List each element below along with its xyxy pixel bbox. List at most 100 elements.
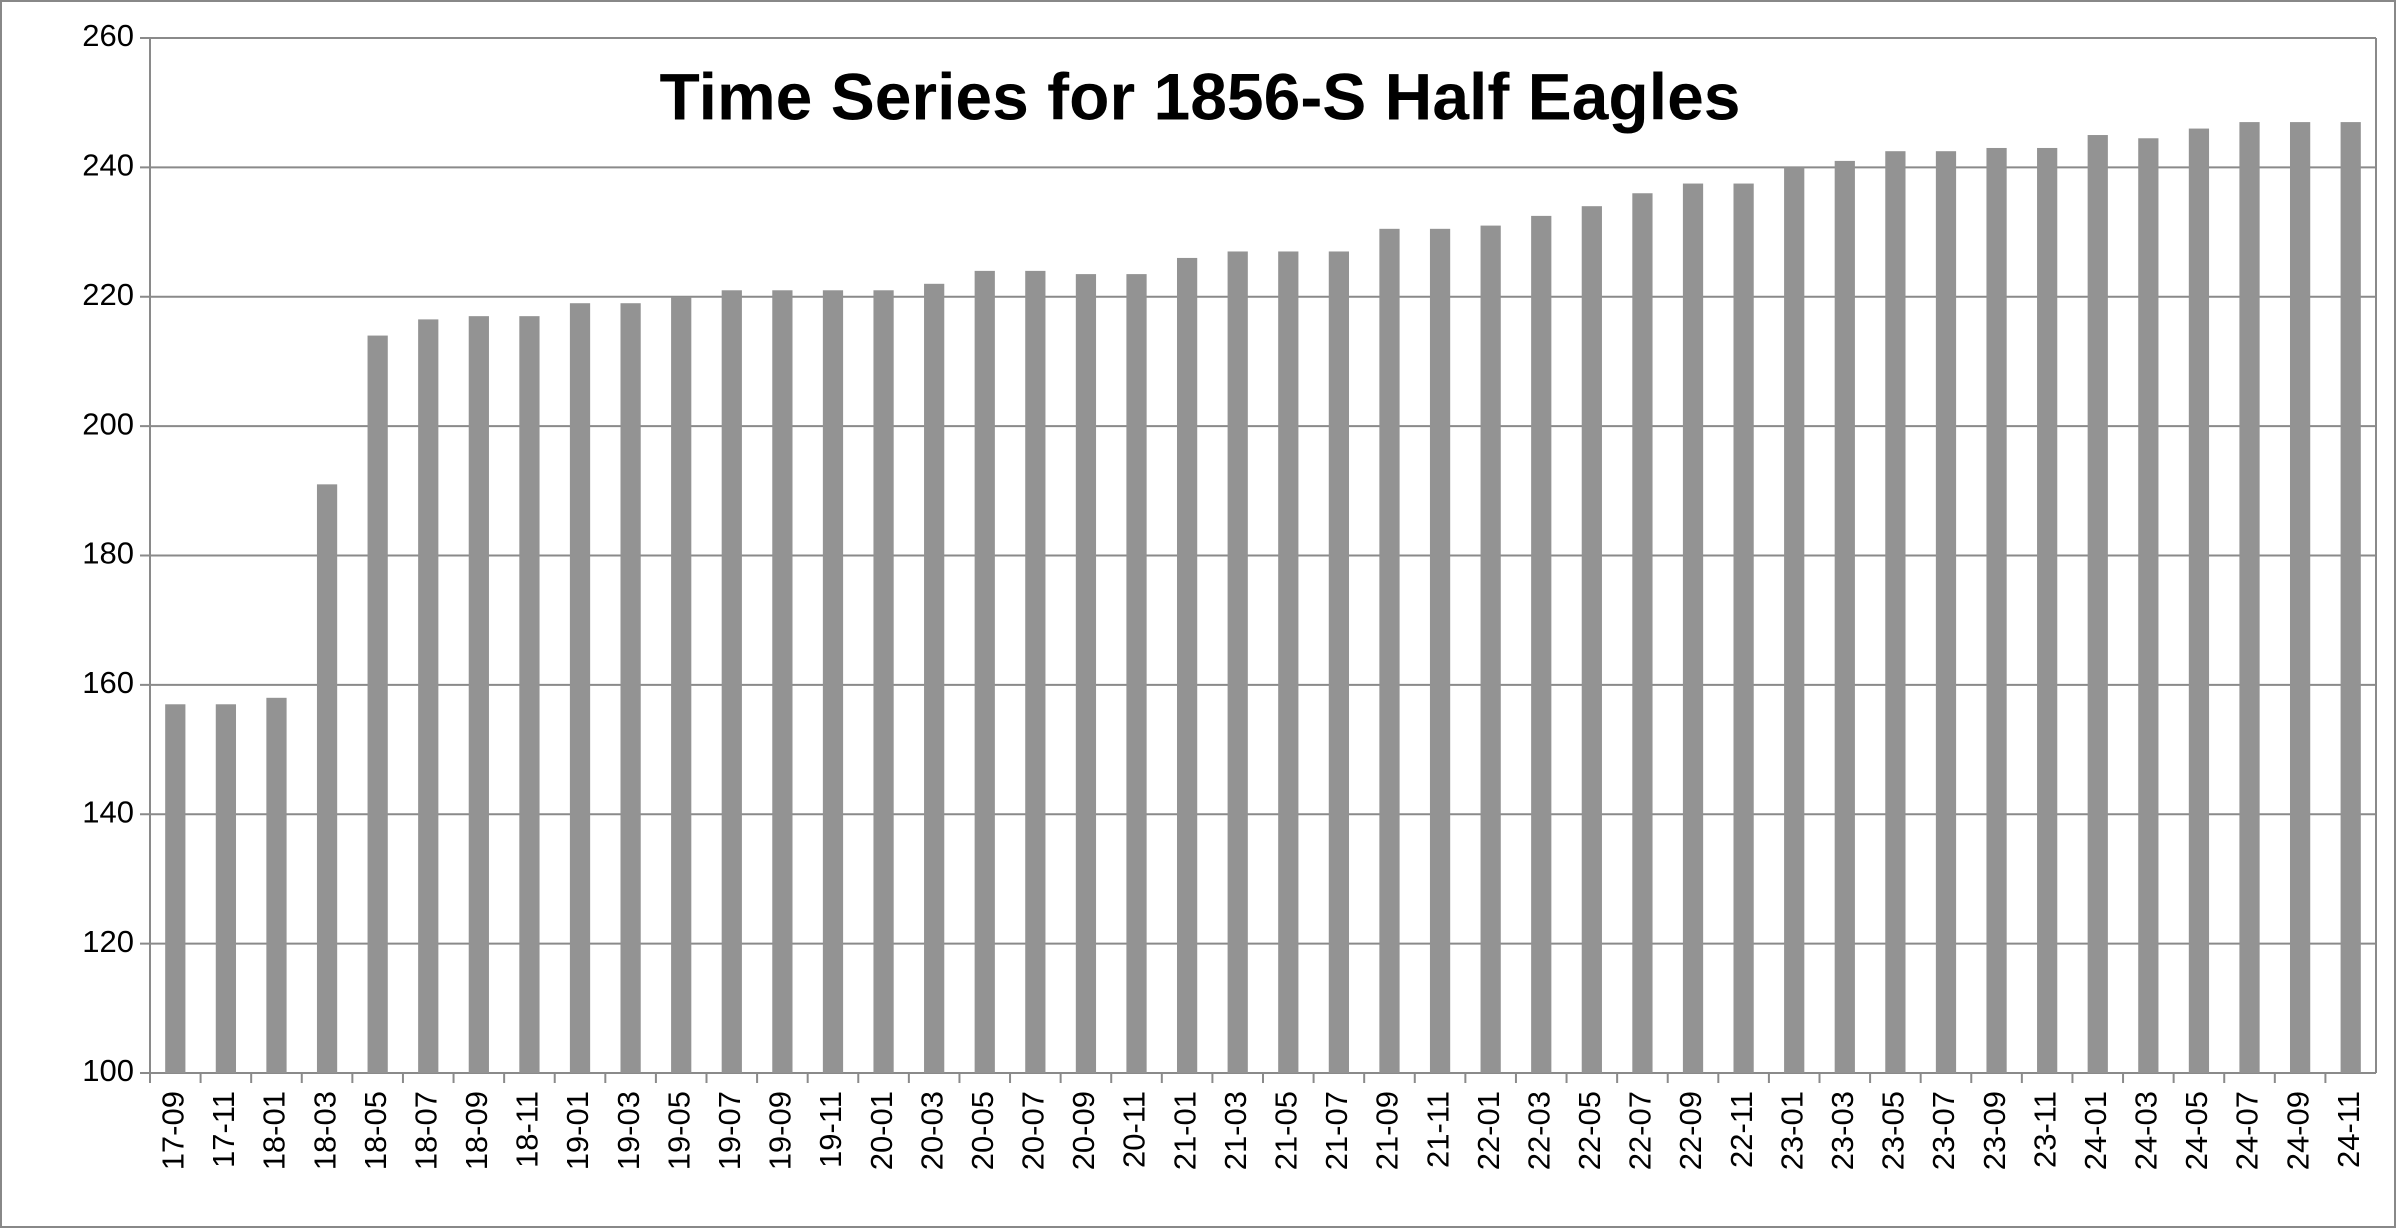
x-tick-label: 23-05 <box>1876 1091 1911 1170</box>
bar <box>1379 228 1400 1073</box>
x-tick-label: 22-11 <box>1724 1091 1759 1168</box>
y-tick-label: 240 <box>82 148 134 183</box>
bar <box>2289 122 2311 1073</box>
y-tick-label: 200 <box>82 406 134 441</box>
bar <box>974 270 995 1073</box>
bar <box>2188 128 2210 1073</box>
x-tick-label: 19-11 <box>813 1091 848 1168</box>
x-tick-label: 20-05 <box>965 1091 1000 1170</box>
bar <box>1328 251 1350 1073</box>
x-tick-label: 19-03 <box>611 1091 646 1170</box>
x-tick-label: 24-09 <box>2280 1091 2315 1170</box>
x-tick-label: 24-07 <box>2230 1091 2265 1170</box>
bar <box>1885 151 1906 1073</box>
x-tick-label: 21-07 <box>1319 1091 1354 1170</box>
bar <box>1682 183 1704 1073</box>
bar <box>468 316 489 1073</box>
x-tick-label: 22-05 <box>1572 1091 1607 1170</box>
x-tick-label: 18-01 <box>257 1091 292 1170</box>
x-tick-label: 22-03 <box>1521 1091 1556 1170</box>
bar <box>367 335 388 1073</box>
bar <box>924 283 945 1073</box>
bar <box>316 484 338 1073</box>
bar <box>165 704 186 1073</box>
x-tick-label: 17-09 <box>155 1091 190 1170</box>
bar <box>2087 135 2108 1073</box>
x-tick-label: 17-11 <box>206 1091 241 1168</box>
x-tick-label: 22-01 <box>1471 1091 1506 1170</box>
bar <box>2138 138 2159 1073</box>
y-tick-label: 260 <box>82 18 134 53</box>
bar <box>1632 193 1653 1073</box>
x-tick-label: 23-09 <box>1977 1091 2012 1170</box>
x-tick-label: 24-03 <box>2129 1091 2164 1170</box>
bar <box>620 303 641 1073</box>
bar <box>1025 270 1046 1073</box>
bar <box>873 290 894 1073</box>
bar <box>2239 122 2260 1073</box>
bar <box>1429 228 1451 1073</box>
bar <box>1278 251 1299 1073</box>
bar <box>721 290 742 1073</box>
bar <box>1733 183 1754 1073</box>
y-tick-label: 120 <box>82 924 134 959</box>
x-tick-label: 18-03 <box>307 1091 342 1170</box>
x-tick-label: 19-05 <box>661 1091 696 1170</box>
bar <box>1227 251 1248 1073</box>
y-tick-label: 180 <box>82 536 134 571</box>
bar <box>1834 160 1855 1073</box>
bar <box>215 704 237 1073</box>
x-tick-label: 20-09 <box>1066 1091 1101 1170</box>
x-tick-label: 24-11 <box>2331 1091 2366 1168</box>
x-tick-label: 18-07 <box>408 1091 443 1170</box>
y-tick-label: 220 <box>82 277 134 312</box>
x-tick-label: 19-09 <box>763 1091 798 1170</box>
bar <box>519 316 540 1073</box>
x-tick-label: 20-01 <box>864 1091 899 1170</box>
y-tick-label: 100 <box>82 1053 134 1088</box>
chart-title: Time Series for 1856-S Half Eagles <box>660 59 1741 133</box>
bar <box>772 290 793 1073</box>
y-tick-label: 140 <box>82 794 134 829</box>
x-tick-label: 21-05 <box>1268 1091 1303 1170</box>
x-tick-label: 24-05 <box>2179 1091 2214 1170</box>
x-tick-label: 20-03 <box>914 1091 949 1170</box>
x-tick-label: 19-01 <box>560 1091 595 1170</box>
bar <box>1075 274 1097 1073</box>
bar <box>1531 215 1552 1073</box>
x-tick-label: 23-07 <box>1926 1091 1961 1170</box>
bar <box>1480 225 1501 1073</box>
x-tick-label: 21-01 <box>1167 1091 1202 1170</box>
x-tick-label: 23-11 <box>2027 1091 2062 1168</box>
bar <box>1176 257 1198 1073</box>
x-tick-label: 24-01 <box>2078 1091 2113 1170</box>
x-tick-label: 20-11 <box>1117 1091 1152 1168</box>
x-tick-label: 19-07 <box>712 1091 747 1170</box>
bar <box>569 303 591 1073</box>
x-tick-label: 23-01 <box>1774 1091 1809 1170</box>
x-tick-label: 22-09 <box>1673 1091 1708 1170</box>
bar <box>1126 274 1147 1073</box>
bar <box>2340 122 2361 1073</box>
bar <box>822 290 844 1073</box>
x-tick-label: 22-07 <box>1623 1091 1658 1170</box>
bar <box>1935 151 1957 1073</box>
x-tick-label: 18-09 <box>459 1091 494 1170</box>
x-tick-label: 18-11 <box>510 1091 545 1168</box>
x-tick-label: 20-07 <box>1016 1091 1051 1170</box>
bar <box>1784 167 1805 1073</box>
bar <box>266 697 287 1073</box>
bar <box>418 319 439 1073</box>
y-tick-label: 160 <box>82 665 134 700</box>
x-tick-label: 23-03 <box>1825 1091 1860 1170</box>
bar <box>671 296 692 1073</box>
x-tick-label: 21-09 <box>1370 1091 1405 1170</box>
x-tick-label: 18-05 <box>358 1091 393 1170</box>
x-tick-label: 21-03 <box>1218 1091 1253 1170</box>
bar <box>1986 147 2007 1073</box>
bar <box>1581 206 1602 1073</box>
bar <box>2037 147 2058 1073</box>
x-tick-label: 21-11 <box>1420 1091 1455 1168</box>
